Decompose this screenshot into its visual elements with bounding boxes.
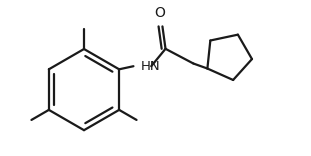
Text: O: O: [154, 6, 165, 20]
Text: HN: HN: [140, 60, 160, 73]
